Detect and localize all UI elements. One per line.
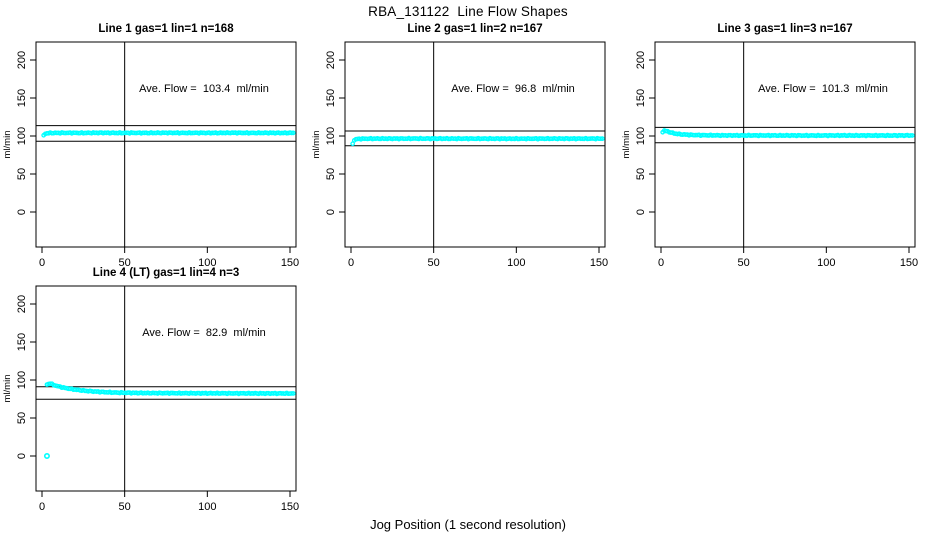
x-tick-label: 100	[817, 257, 835, 269]
y-tick-label: 50	[16, 412, 28, 424]
y-tick-label: 100	[325, 127, 337, 145]
subplot-line-1: Line 1 gas=1 lin=1 n=168 0 50 100 150 0 50 100 1…	[2, 23, 299, 269]
x-tick-label: 150	[281, 501, 299, 513]
x-axis-label: Jog Position (1 second resolution)	[370, 517, 566, 532]
y-tick-label: 0	[635, 209, 647, 215]
y-tick-label: 0	[325, 209, 337, 215]
x-tick-label: 0	[658, 257, 664, 269]
axis-box	[35, 41, 297, 248]
subplot-line-2: Line 2 gas=1 lin=2 n=167 0 50 100 150 0 50 100 1…	[311, 23, 608, 269]
y-tick-label: 150	[325, 89, 337, 107]
y-tick-label: 200	[16, 295, 28, 313]
data-points	[43, 381, 296, 459]
y-tick-label: 200	[16, 51, 28, 69]
subplot-title: Line 2 gas=1 lin=2 n=167	[407, 23, 542, 35]
x-tick-label: 100	[198, 257, 216, 269]
subplot-title: Line 1 gas=1 lin=1 n=168	[98, 23, 234, 35]
x-tick-label: 50	[738, 257, 750, 269]
y-tick-label: 150	[16, 333, 28, 351]
axis-box	[35, 285, 297, 492]
data-points	[660, 128, 915, 139]
x-tick-label: 0	[39, 501, 45, 513]
subplot-title: Line 3 gas=1 lin=3 n=167	[717, 23, 852, 35]
subplot-line-4: Line 4 (LT) gas=1 lin=4 n=3 0 50 100 150 0 50 1…	[2, 267, 299, 513]
y-tick-label: 50	[635, 168, 647, 180]
chart-title: RBA_131122 Line Flow Shapes	[368, 4, 568, 19]
x-tick-label: 150	[900, 257, 918, 269]
y-tick-label: 150	[16, 89, 28, 107]
y-tick-label: 50	[16, 168, 28, 180]
x-tick-label: 150	[590, 257, 608, 269]
outlier-point	[43, 452, 50, 459]
y-tick-label: 50	[325, 168, 337, 180]
subplot-line-3: Line 3 gas=1 lin=3 n=167 0 50 100 150 0 50 100 1…	[621, 23, 918, 269]
y-axis-unit-label: ml/min	[311, 131, 322, 159]
y-tick-label: 0	[16, 453, 28, 459]
data-points	[41, 130, 296, 138]
y-tick-label: 200	[635, 51, 647, 69]
x-tick-label: 50	[119, 501, 131, 513]
data-points	[350, 135, 605, 147]
y-axis-unit-label: ml/min	[2, 131, 13, 159]
ave-flow-annotation: Ave. Flow = 96.8 ml/min	[451, 83, 575, 95]
ave-flow-annotation: Ave. Flow = 101.3 ml/min	[758, 83, 888, 95]
axis-box	[654, 41, 916, 248]
x-tick-label: 0	[39, 257, 45, 269]
y-tick-label: 100	[16, 127, 28, 145]
x-tick-label: 100	[198, 501, 216, 513]
x-tick-label: 0	[348, 257, 354, 269]
x-tick-label: 50	[428, 257, 440, 269]
axis-box	[344, 41, 606, 248]
ave-flow-annotation: Ave. Flow = 82.9 ml/min	[142, 327, 266, 339]
y-tick-label: 100	[635, 127, 647, 145]
x-tick-label: 150	[281, 257, 299, 269]
y-tick-label: 0	[16, 209, 28, 215]
x-tick-label: 50	[119, 257, 131, 269]
y-tick-label: 200	[325, 51, 337, 69]
y-axis-unit-label: ml/min	[2, 375, 13, 403]
ave-flow-annotation: Ave. Flow = 103.4 ml/min	[139, 83, 269, 95]
y-axis-unit-label: ml/min	[621, 131, 632, 159]
y-tick-label: 100	[16, 371, 28, 389]
subplot-title: Line 4 (LT) gas=1 lin=4 n=3	[93, 267, 239, 279]
x-tick-label: 100	[507, 257, 525, 269]
y-tick-label: 150	[635, 89, 647, 107]
